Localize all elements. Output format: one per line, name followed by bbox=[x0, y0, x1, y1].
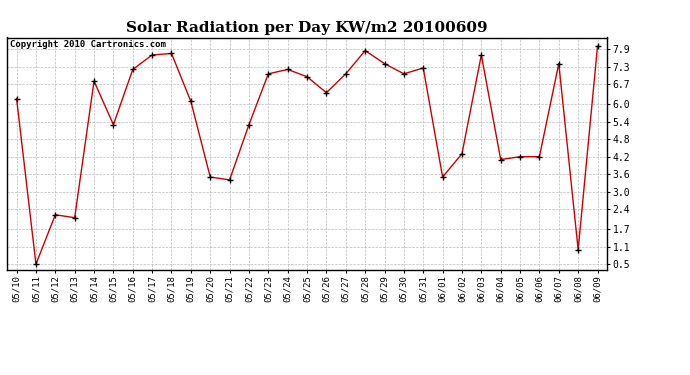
Title: Solar Radiation per Day KW/m2 20100609: Solar Radiation per Day KW/m2 20100609 bbox=[126, 21, 488, 35]
Text: Copyright 2010 Cartronics.com: Copyright 2010 Cartronics.com bbox=[10, 40, 166, 49]
